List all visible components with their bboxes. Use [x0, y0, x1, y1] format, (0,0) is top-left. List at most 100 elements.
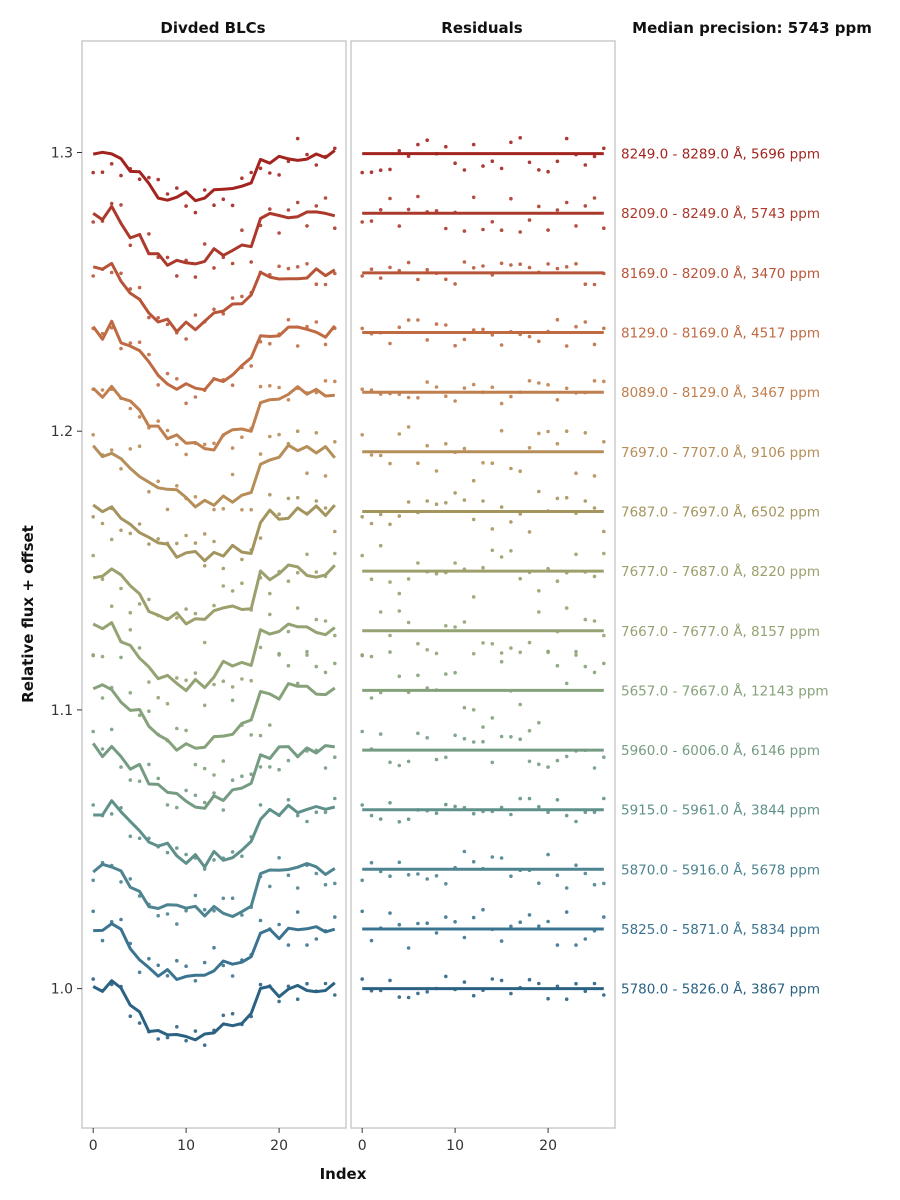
blc-point — [202, 1043, 207, 1047]
residual-point — [378, 869, 383, 874]
residual-point — [462, 935, 467, 940]
residual-point — [490, 273, 495, 277]
blc-point — [221, 1013, 226, 1018]
residual-point — [416, 277, 420, 282]
residual-point — [518, 332, 522, 337]
residual-point — [434, 322, 439, 326]
residual-point — [471, 328, 476, 332]
residual-point — [378, 543, 383, 548]
blc-point — [212, 945, 216, 950]
residual-point — [453, 282, 457, 286]
blc-point — [305, 152, 309, 157]
residual-point — [537, 805, 541, 809]
residual-point — [592, 342, 597, 347]
blc-point — [212, 909, 216, 913]
residual-point — [462, 980, 467, 984]
blc-point — [295, 813, 300, 818]
residual-point — [546, 329, 550, 334]
blc-point — [91, 909, 95, 914]
residual-point — [509, 924, 513, 929]
residual-point — [583, 390, 588, 395]
blc-point — [212, 539, 216, 544]
residual-point — [406, 759, 411, 764]
blc-point — [128, 628, 133, 632]
blc-point — [100, 747, 105, 751]
blc-point — [333, 755, 337, 759]
residual-point — [425, 648, 430, 652]
residual-point — [564, 495, 569, 500]
blc-point — [137, 713, 142, 718]
residual-point — [592, 282, 597, 287]
residual-point — [378, 732, 383, 736]
residual-point — [546, 566, 550, 571]
blc-point — [91, 433, 95, 437]
blc-point — [240, 913, 244, 917]
blc-point — [286, 629, 291, 634]
residual-point — [481, 164, 485, 168]
y-tick-label: 1.0 — [51, 982, 73, 998]
residual-point — [583, 570, 588, 574]
residual-point — [369, 654, 374, 659]
blc-point — [109, 537, 114, 542]
residual-point — [490, 977, 495, 981]
residual-point — [602, 633, 606, 638]
residual-point — [416, 194, 420, 199]
residual-point — [360, 653, 365, 657]
blc-point — [202, 960, 207, 965]
residual-point — [499, 659, 504, 664]
residual-point — [434, 757, 439, 762]
residual-point — [406, 425, 411, 429]
residual-point — [574, 391, 578, 395]
residual-point — [574, 943, 578, 947]
y-tick-label: 1.1 — [51, 703, 73, 719]
blc-point — [147, 680, 151, 684]
residual-point — [388, 391, 392, 396]
blc-point — [147, 352, 151, 357]
residual-point — [360, 977, 365, 981]
blc-point — [249, 260, 253, 264]
x-tick-label: 20 — [539, 1138, 557, 1154]
blc-point — [202, 800, 207, 805]
residual-point — [369, 696, 374, 700]
blc-point — [128, 531, 133, 536]
blc-point — [100, 577, 105, 581]
residual-point — [406, 318, 411, 322]
residual-point — [397, 224, 402, 228]
residual-point — [444, 882, 448, 886]
blc-point — [175, 377, 179, 381]
blc-point — [258, 166, 263, 171]
blc-point — [249, 678, 253, 683]
residual-point — [406, 207, 411, 212]
blc-point — [100, 388, 105, 392]
residual-point — [499, 261, 504, 266]
blc-point — [137, 836, 142, 841]
bin-label: 8209.0 - 8249.0 Å, 5743 ppm — [621, 205, 820, 222]
residual-point — [406, 620, 411, 625]
residual-point — [434, 271, 439, 276]
blc-point — [258, 918, 263, 923]
residual-point — [444, 394, 448, 399]
residual-point — [537, 168, 541, 172]
blc-point — [202, 640, 207, 645]
blc-point — [230, 203, 235, 208]
blc-point — [314, 204, 319, 208]
residual-point — [490, 333, 495, 337]
residual-point — [388, 580, 392, 584]
residual-point — [444, 802, 448, 807]
x-tick-label: 10 — [177, 1138, 195, 1154]
blc-model-line — [92, 204, 336, 267]
residual-point — [378, 690, 383, 695]
blc-point — [109, 812, 114, 816]
blc-point — [314, 810, 319, 814]
blc-point — [230, 685, 235, 689]
blc-point — [295, 606, 300, 610]
residual-point — [397, 609, 402, 613]
residual-point — [555, 496, 560, 501]
blc-point — [202, 242, 207, 246]
blc-model-line — [92, 261, 336, 334]
blc-point — [295, 429, 300, 434]
blc-point — [137, 602, 142, 606]
y-axis-label: Relative flux + offset — [19, 525, 37, 703]
residual-point — [378, 392, 383, 396]
blc-point — [165, 912, 170, 916]
